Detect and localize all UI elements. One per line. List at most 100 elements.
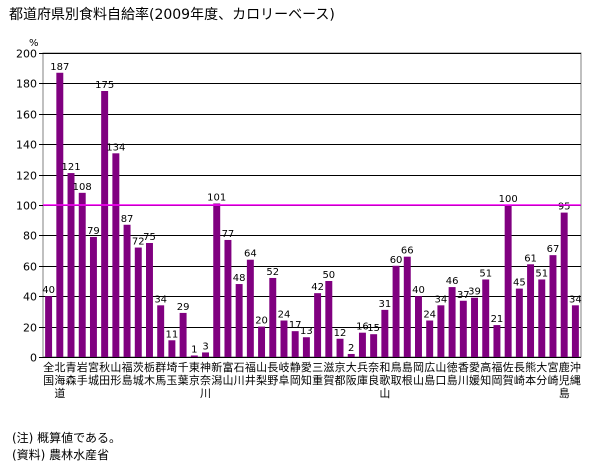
x-tick-label: 千葉 (178, 361, 189, 387)
bar (101, 91, 109, 357)
bar (45, 296, 53, 357)
bar (493, 325, 501, 357)
x-tick-label: 岩手 (77, 360, 88, 387)
bar (146, 243, 153, 357)
bar (78, 192, 86, 357)
bar-value-label: 37 (457, 290, 470, 301)
x-tick-label: 大阪 (346, 360, 357, 387)
bar-value-label: 50 (322, 270, 335, 281)
bar (123, 224, 131, 357)
x-tick-label: 愛媛 (469, 361, 480, 387)
x-tick-label: 福井 (245, 360, 256, 387)
x-tick-label: 茨城 (133, 360, 144, 387)
bar (381, 309, 389, 357)
bar (112, 153, 120, 357)
x-tick-label: 佐賀 (503, 360, 514, 387)
x-tick-label: 島根 (402, 360, 413, 387)
x-tick-label: 群馬 (155, 360, 166, 387)
x-tick-label: 山形 (110, 361, 121, 387)
bar (246, 259, 254, 357)
bar-value-label: 40 (412, 285, 425, 296)
bar (302, 337, 310, 357)
note-estimate: (注) 概算値である。 (12, 431, 122, 445)
bar (258, 326, 266, 357)
x-tick-label: 埼玉 (166, 360, 177, 387)
bar-value-label: 72 (132, 237, 145, 248)
x-tick-label: 兵庫 (357, 361, 368, 387)
bar-value-label: 45 (513, 278, 526, 289)
bar (314, 293, 322, 357)
bar-value-label: 66 (401, 246, 414, 257)
bar-value-label: 29 (177, 302, 190, 313)
bar-value-label: 52 (266, 267, 279, 278)
y-tick-label: 20 (23, 322, 37, 335)
x-tick-label: 愛知 (301, 361, 312, 387)
bar-value-label: 187 (50, 62, 69, 73)
bar-value-label: 1 (191, 344, 197, 355)
bar (235, 284, 243, 357)
x-tick-label: 京都 (335, 360, 346, 387)
x-tick-label: 広島 (424, 361, 435, 387)
x-tick-label: 秋田 (99, 360, 110, 387)
bar (392, 265, 400, 357)
y-tick-label: 40 (23, 291, 37, 304)
y-tick-label: 180 (16, 78, 37, 91)
bar (571, 305, 579, 357)
x-tick-label: 長崎 (514, 361, 525, 387)
bar-value-label: 79 (87, 226, 100, 237)
bar (67, 173, 75, 357)
x-tick-label: 山口 (435, 361, 446, 387)
bar-value-label: 39 (468, 287, 481, 298)
bar-value-label: 20 (255, 316, 268, 327)
bar (336, 338, 344, 357)
x-tick-label: 新潟 (211, 360, 222, 387)
y-tick-label: 200 (16, 48, 37, 61)
bar-value-label: 67 (547, 244, 560, 255)
x-tick-label: 福島 (122, 360, 133, 387)
x-tick-label: 神奈川 (200, 360, 211, 400)
bar (224, 239, 232, 357)
x-tick-label: 全国 (43, 360, 54, 387)
bar (202, 352, 209, 357)
bar (89, 236, 97, 357)
bar-value-label: 13 (300, 326, 313, 337)
bar (179, 312, 187, 357)
y-tick-label: 120 (16, 170, 37, 183)
bar (415, 296, 422, 357)
bar-value-label: 21 (491, 314, 504, 325)
x-tick-label: 静岡 (290, 360, 301, 387)
x-tick-label: 岐阜 (278, 361, 289, 387)
bar-value-label: 17 (289, 320, 302, 331)
y-tick-label: 80 (23, 230, 37, 243)
bar (482, 279, 490, 357)
x-tick-label: 和歌山 (379, 361, 390, 400)
bar (325, 281, 333, 357)
bar-value-label: 34 (154, 294, 167, 305)
y-tick-label: 60 (23, 261, 37, 274)
bar-value-label: 15 (367, 323, 380, 334)
x-tick-label: 三重 (312, 361, 323, 387)
bar-value-label: 61 (524, 253, 537, 264)
x-tick-label: 石川 (234, 361, 245, 387)
bar-value-label: 64 (244, 249, 257, 260)
bar (269, 277, 277, 357)
x-tick-label: 宮城 (88, 360, 99, 387)
bar (426, 320, 434, 357)
bar-value-label: 134 (106, 142, 125, 153)
x-tick-label: 熊本 (525, 360, 536, 387)
x-tick-label: 宮崎 (547, 360, 558, 387)
bar-value-label: 24 (278, 310, 291, 321)
bar-value-label: 2 (348, 343, 354, 354)
bar (358, 332, 366, 357)
bar-value-label: 108 (73, 182, 92, 193)
bar (213, 203, 221, 357)
x-tick-label: 大分 (536, 360, 547, 387)
chart-title: 都道府県別食料自給率(2009年度、カロリーベース) (9, 7, 335, 23)
bar (448, 287, 456, 357)
bar-value-label: 48 (233, 273, 246, 284)
bar-value-label: 24 (423, 310, 436, 321)
bar (504, 205, 512, 357)
x-tick-label: 鹿児島 (559, 360, 570, 400)
bar (291, 331, 299, 357)
